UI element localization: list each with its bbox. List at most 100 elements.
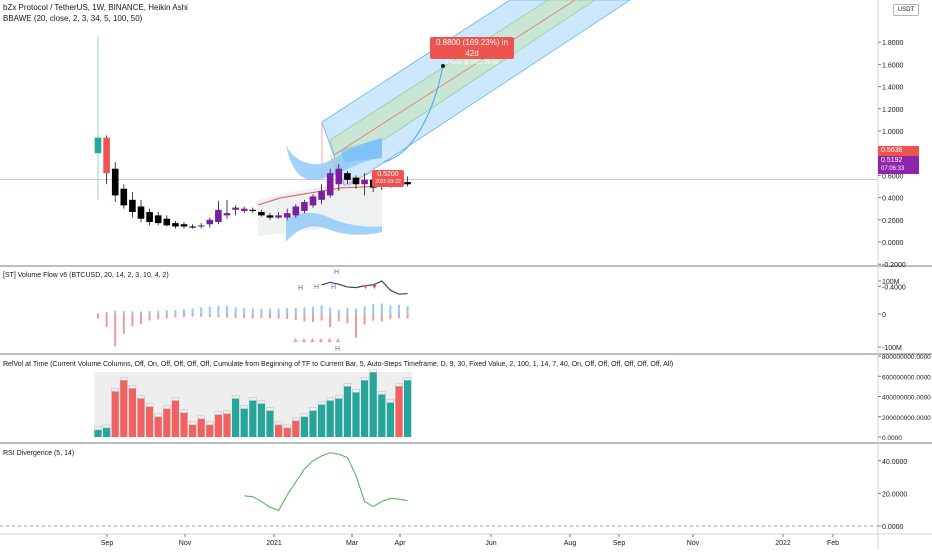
relvol-bar [335,398,343,437]
price-tick-label: -0.2000 [882,262,906,269]
vf-down-bar [294,314,297,320]
relvol-bar [361,380,369,437]
up-marker: ▲ [335,337,342,344]
relvol-cap [395,383,403,387]
rsi-tick-label: 40.0000 [882,459,907,466]
relvol-cap [377,391,386,395]
price-tick-label: 0.0000 [882,240,904,247]
candle-body [275,215,282,218]
rsi-polyline [244,452,408,512]
vf-up-bar [105,312,108,314]
vf-down-bar [398,314,400,318]
relvol-bar [120,380,128,437]
vf-down-bar [303,314,306,322]
relvol-cap [352,389,360,393]
bb-recent-band [340,138,382,162]
price-projection-channel [257,0,631,242]
bb-basis [257,185,383,206]
target-label: 0.8800 (169.23%) in 42d 1.4000 @ 2021-05… [430,37,514,66]
up-marker: ▲ [301,337,308,344]
currency-badge[interactable]: USDT [893,4,919,16]
entry-label: 0.5200 2021-03-22 [372,170,404,187]
relvol-cap [300,413,309,417]
relvol-cap [102,424,111,429]
vf-down-bar [389,314,392,320]
symbol-title: bZx Protocol / TetherUS, 1W, BINANCE, He… [3,3,188,12]
candle-body [197,225,205,227]
relvol-cap [369,368,378,373]
relvol-bars [94,368,412,437]
candle-body [344,173,351,180]
relvol-bar [146,406,154,437]
relvol-cap [205,421,214,426]
relvol-bar [352,392,360,437]
vf-down-bar [200,314,203,317]
relvol-cap [111,388,120,392]
time-tick-label: Apr [395,540,407,547]
relvol-tick-label: 600000000.0000 [882,374,931,381]
relvol-bar [326,400,334,437]
bar-countdown: 07:06:33 [881,166,905,172]
candle-body [163,218,171,226]
candle-body [301,202,308,211]
relvol-tick-label: 200000000.0000 [882,415,931,422]
relvol-cap [248,397,257,401]
relvol-bar [171,400,179,437]
relvol-cap [137,395,145,399]
relvol-cap [128,385,137,389]
time-tick-label: Sep [101,540,114,547]
vf-up-bar [303,307,306,314]
vf-overlay-line [321,280,408,295]
candle-body [258,212,265,216]
time-tick-label: Aug [564,540,577,547]
vf-down-bar [329,314,332,328]
candle-body [129,199,136,213]
relvol-cap [274,421,283,426]
vf-down-bar [148,314,151,321]
vf-down-bar [140,314,142,324]
vf-down-bar [243,314,246,318]
relvol-cap [197,415,206,420]
price-tick-label: 0.2000 [882,218,904,225]
up-marker: ▲ [318,337,325,344]
vf-down-bar [131,314,134,327]
vf-up-bar [131,311,134,314]
vf-up-bar [260,308,263,314]
relvol-bar [249,400,257,437]
relvol-bar [378,394,386,437]
relvol-cap [180,409,188,413]
relvol-tick-label: 400000000.0000 [882,395,931,402]
rsi-title: RSI Divergence (5, 14) [3,450,75,457]
vf-up-bar [372,304,375,314]
candle-body [326,173,334,196]
last-price-value: 0.5192 [881,157,903,164]
relvol-cap [266,407,274,411]
vf-down-bar [208,314,211,317]
vf-down-bar [122,314,125,334]
relvol-bar [154,416,162,437]
relvol-cap [94,426,102,431]
vf-down-bar [380,314,383,322]
vf-up-bar [251,308,254,314]
target-label-main: 0.8800 (169.23%) in 42d [435,38,509,58]
vf-down-bar [174,314,177,318]
relvol-bar [206,424,214,437]
projection-curve [383,65,444,163]
vf-down-bar [97,314,99,319]
h-marker: H [298,285,303,292]
candle-body [120,188,128,206]
channel-midline [333,0,576,156]
vf-up-bar [312,306,314,314]
vf-up-bar [286,308,289,314]
candle-body [266,215,274,218]
relvol-bar [223,413,231,437]
vf-down-bar [363,314,366,325]
vf-up-bar [217,305,220,314]
time-tick-label: Feb [827,540,839,547]
vf-down-bar [114,314,117,347]
vf-up-bar [165,310,168,314]
h-marker: H [331,284,336,291]
relvol-bar [137,398,145,437]
vf-tick-label: 0 [882,312,886,319]
